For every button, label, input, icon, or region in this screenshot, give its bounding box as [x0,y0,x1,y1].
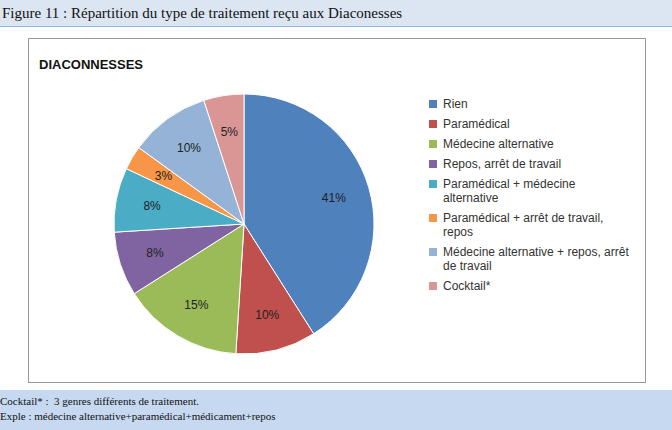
svg-text:15%: 15% [184,298,208,312]
svg-text:41%: 41% [322,191,346,205]
html-text:Cocktail* : 3 genres différent: Cocktail* : 3 genres différents de trait… [0,395,199,407]
html-text:Médecine alternative + repos,: Médecine alternative + repos, arrêt de t… [443,245,629,273]
html-text:Rien: Rien [443,97,468,111]
svg-text:8%: 8% [143,199,161,213]
html-text:Figure 11 : Répartition du typ: Figure 11 : Répartition du type de trait… [2,5,403,21]
html-text:Repos, arrêt de travail: Repos, arrêt de travail [443,157,562,171]
html-text:DIACONNESSES: DIACONNESSES [39,57,143,72]
svg-text:10%: 10% [255,308,279,322]
svg-text:3%: 3% [155,169,173,183]
svg-text:8%: 8% [146,246,164,260]
html-text:Exple : médecine alternative+p: Exple : médecine alternative+paramédical… [0,410,276,422]
html-text:Médecine alternative: Médecine alternative [443,137,554,151]
html-text:Paramédical + médecine alterna: Paramédical + médecine alternative [443,177,576,205]
html-text:Paramédical: Paramédical [443,117,510,131]
html-text:Cocktail*: Cocktail* [443,279,491,293]
svg-text:5%: 5% [221,125,239,139]
html-text:Paramédical + arrêt de travail: Paramédical + arrêt de travail, repos [443,211,604,239]
svg-text:10%: 10% [177,141,201,155]
